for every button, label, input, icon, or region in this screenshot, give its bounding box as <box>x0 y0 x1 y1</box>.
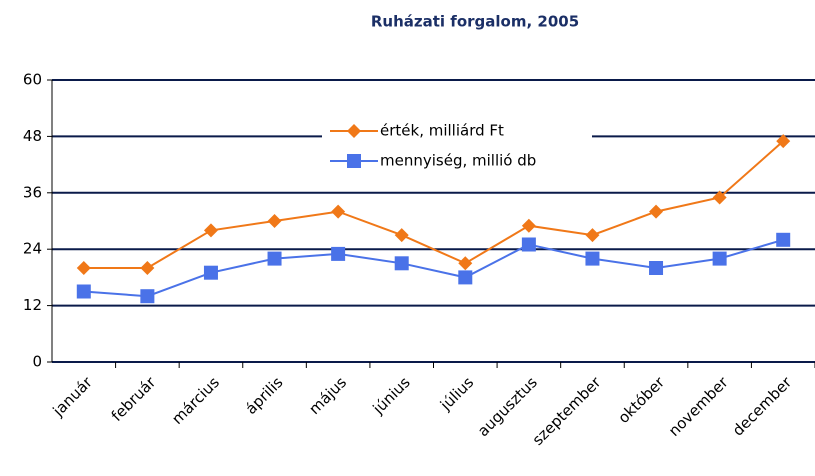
marker <box>458 256 473 271</box>
chart-title: Ruházati forgalom, 2005 <box>371 13 579 31</box>
marker <box>394 228 409 243</box>
marker <box>458 270 473 285</box>
x-tick-label: február <box>108 373 160 425</box>
x-tick-label: november <box>665 373 732 440</box>
series-line <box>83 140 784 269</box>
marker <box>712 190 727 205</box>
marker <box>267 251 282 266</box>
marker <box>76 284 91 299</box>
marker <box>140 261 155 275</box>
marker <box>347 124 361 138</box>
x-tick-label: január <box>49 373 97 421</box>
y-tick-label: 0 <box>32 353 42 371</box>
legend-box <box>322 113 592 185</box>
marker <box>331 246 346 261</box>
marker <box>521 218 536 233</box>
marker <box>203 265 218 280</box>
series-line <box>83 238 784 298</box>
legend-label: érték, milliárd Ft <box>380 122 504 140</box>
x-tick-label: december <box>729 373 796 440</box>
legend-label: mennyiség, millió db <box>380 152 536 170</box>
marker <box>203 223 218 238</box>
marker <box>776 134 791 149</box>
marker <box>585 228 600 243</box>
x-tick-label: október <box>614 373 668 427</box>
y-tick-label: 48 <box>23 127 42 145</box>
marker <box>347 154 361 168</box>
marker <box>331 204 346 219</box>
marker <box>712 251 727 266</box>
x-tick-label: szeptember <box>529 373 605 449</box>
x-tick-label: március <box>168 373 223 428</box>
y-tick-label: 12 <box>23 296 42 314</box>
x-tick-label: augusztus <box>474 373 541 440</box>
y-tick-label: 24 <box>23 240 42 258</box>
marker <box>649 261 664 275</box>
marker <box>776 232 791 247</box>
y-tick-label: 36 <box>23 183 42 201</box>
marker <box>267 214 282 228</box>
marker <box>394 256 409 271</box>
y-tick-label: 60 <box>23 71 42 89</box>
marker <box>585 251 600 266</box>
marker <box>140 289 155 304</box>
x-tick-label: április <box>242 373 287 418</box>
marker <box>649 204 664 219</box>
x-tick-label: június <box>369 373 414 418</box>
marker <box>521 237 536 252</box>
marker <box>76 261 91 275</box>
x-tick-label: július <box>436 373 477 414</box>
x-tick-label: május <box>305 373 350 418</box>
